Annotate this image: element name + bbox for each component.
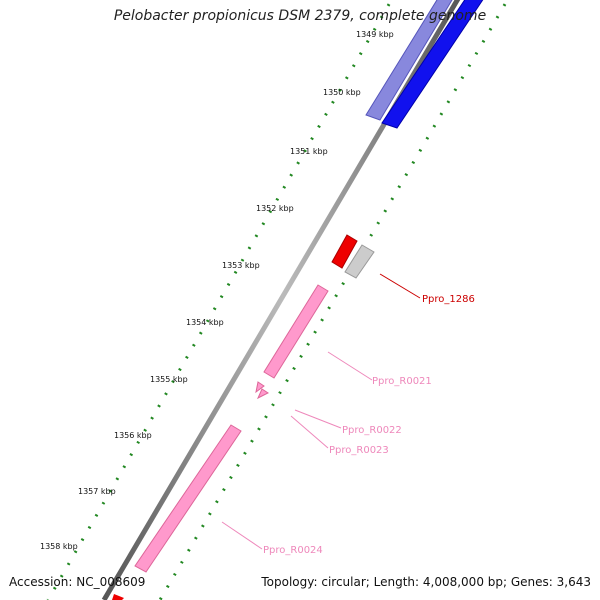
tick-label: 1354 kbp — [186, 318, 224, 327]
tick-label: 1351 kbp — [290, 147, 328, 156]
tick-label: 1352 kbp — [256, 204, 294, 213]
tick-label: 1350 kbp — [323, 88, 361, 97]
leader-ppro-1286 — [379, 273, 421, 299]
feature-ppro-r0024 — [134, 424, 242, 573]
map-title: Pelobacter propionicus DSM 2379, complet… — [113, 8, 487, 24]
accession-label: Accession: NC_008609 — [9, 575, 146, 589]
leader-ppro-r0021 — [327, 351, 373, 381]
leader-ppro-r0022 — [294, 409, 342, 429]
tick-label: 1357 kbp — [78, 487, 116, 496]
feature-label-ppro-r0024: Ppro_R0024 — [263, 545, 323, 556]
feature-ppro-r0023 — [256, 388, 269, 400]
feature-label-ppro-r0022: Ppro_R0022 — [342, 425, 402, 436]
feature-label-ppro-r0021: Ppro_R0021 — [372, 376, 432, 387]
tick-label: 1353 kbp — [222, 261, 260, 270]
outer-tick-ring — [158, 0, 510, 600]
feature-blue-light — [365, 0, 453, 121]
feature-red-bottom — [112, 594, 124, 600]
inner-tick-ring — [46, 0, 394, 600]
feature-label-ppro-r0023: Ppro_R0023 — [329, 445, 389, 456]
genome-summary: Topology: circular; Length: 4,008,000 bp… — [261, 575, 591, 589]
feature-label-ppro-1286: Ppro_1286 — [422, 294, 475, 305]
tick-label: 1356 kbp — [114, 431, 152, 440]
leader-ppro-r0023 — [290, 415, 329, 449]
feature-red-small — [331, 234, 358, 269]
feature-blue-dark — [381, 0, 484, 129]
tick-label: 1355 kbp — [150, 375, 188, 384]
tick-label: 1349 kbp — [356, 30, 394, 39]
feature-ppro-1286 — [344, 244, 375, 279]
tick-label: 1358 kbp — [40, 542, 78, 551]
leader-ppro-r0024 — [221, 521, 263, 550]
feature-ppro-r0021 — [263, 284, 329, 379]
feature-ppro-r0022 — [255, 381, 265, 394]
